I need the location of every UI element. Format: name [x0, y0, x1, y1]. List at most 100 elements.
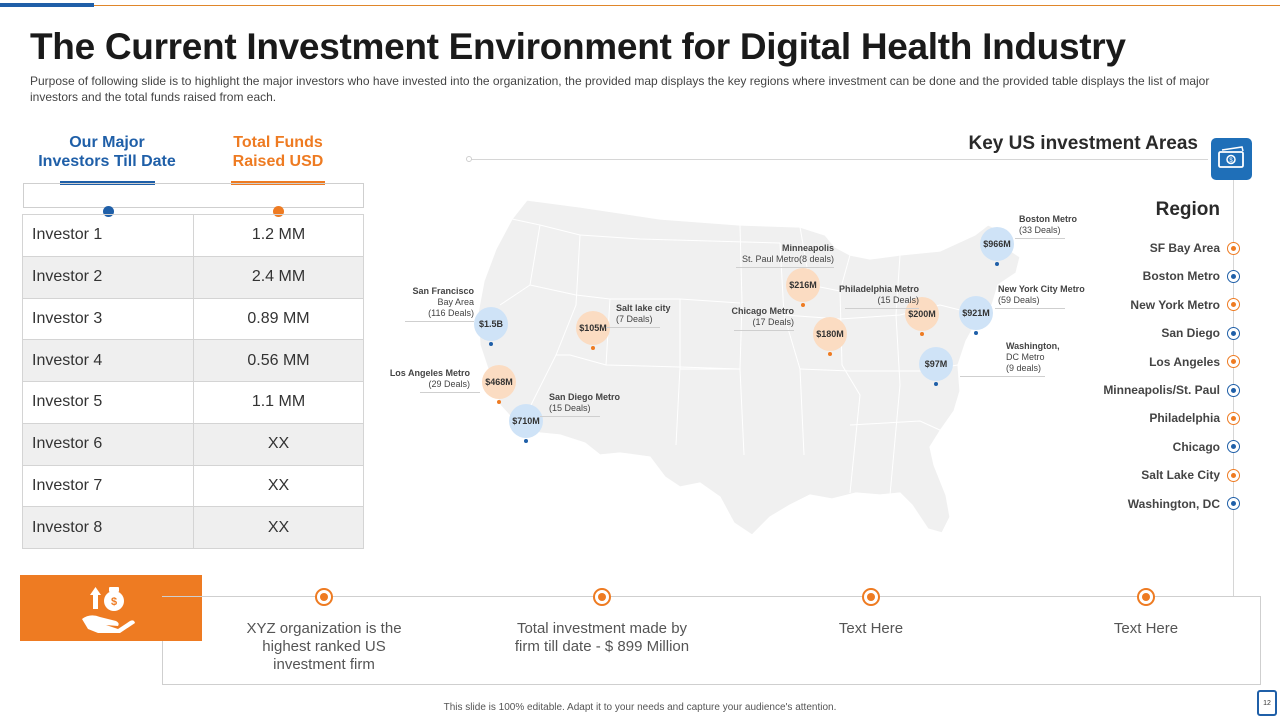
table-row: Investor 6 XX	[22, 422, 364, 466]
region-item-label: New York Metro	[1130, 297, 1220, 312]
marker-label: Los Angeles Metro (29 Deals)	[340, 368, 470, 390]
investor-name: Investor 8	[22, 506, 194, 549]
marker-label-line: (15 Deals)	[549, 403, 591, 413]
map-marker: $1.5B	[474, 307, 508, 341]
marker-label-line: Chicago Metro	[731, 306, 794, 316]
marker-dot	[934, 382, 938, 386]
marker-label-line: Los Angeles Metro	[389, 368, 470, 378]
investor-funds: XX	[193, 464, 364, 508]
marker-label: San Diego Metro (15 Deals)	[549, 392, 679, 414]
table-row: Investor 8 XX	[22, 506, 364, 549]
investor-funds: 2.4 MM	[193, 255, 364, 299]
marker-label-line: Washington,	[1006, 341, 1060, 351]
marker-label: Philadelphia Metro (15 Deals)	[789, 284, 919, 306]
bottom-info-box	[162, 596, 1261, 685]
marker-amount: $97M	[924, 359, 948, 369]
marker-amount: $105M	[579, 323, 607, 333]
marker-amount: $200M	[908, 309, 936, 319]
marker-label: Salt lake city (7 Deals)	[616, 303, 746, 325]
region-item-label: Salt Lake City	[1141, 468, 1220, 483]
marker-amount: $921M	[962, 308, 990, 318]
top-rule	[0, 5, 1280, 6]
bottom-text-2: Total investment made by firm till date …	[514, 620, 690, 655]
region-item-label: Chicago	[1172, 439, 1220, 454]
table-row: Investor 3 0.89 MM	[22, 297, 364, 341]
marker-leader-line	[540, 416, 600, 417]
region-item-label: Boston Metro	[1142, 269, 1220, 284]
bottom-text-1: XYZ organization is the highest ranked U…	[246, 620, 402, 673]
marker-leader-line	[736, 267, 834, 268]
marker-leader-line	[734, 330, 794, 331]
marker-label-line: (17 Deals)	[752, 317, 794, 327]
marker-amount: $710M	[512, 416, 540, 426]
marker-leader-line	[606, 327, 660, 328]
region-dot-icon	[1227, 326, 1240, 340]
region-title: Region	[1155, 199, 1220, 220]
region-item-label: San Diego	[1161, 326, 1220, 341]
marker-amount: $468M	[485, 377, 513, 387]
funds-column-header: Total Funds Raised USD	[232, 134, 324, 170]
page-number: 12	[1257, 690, 1277, 716]
bottom-text-3: Text Here	[838, 620, 904, 637]
marker-label: Minneapolis St. Paul Metro(8 deals)	[704, 243, 834, 265]
money-icon: $	[1211, 138, 1252, 180]
marker-label-line: San Francisco	[412, 286, 474, 296]
marker-label: Chicago Metro (17 Deals)	[664, 306, 794, 328]
region-item-label: Philadelphia	[1149, 411, 1220, 426]
marker-dot	[801, 303, 805, 307]
marker-leader-line	[420, 392, 480, 393]
marker-amount: $966M	[983, 239, 1011, 249]
table-row: Investor 5 1.1 MM	[22, 381, 364, 424]
investor-name: Investor 2	[22, 255, 194, 299]
marker-label-line: (15 Deals)	[877, 295, 919, 305]
investor-name: Investor 6	[22, 422, 194, 466]
marker-amount: $1.5B	[478, 319, 504, 329]
investor-name: Investor 4	[22, 339, 194, 382]
investors-column-header: Our Major Investors Till Date	[38, 134, 176, 170]
region-dot-icon	[1227, 269, 1240, 283]
marker-label-line: Minneapolis	[781, 243, 834, 253]
table-row: Investor 1 1.2 MM	[22, 214, 364, 257]
investor-funds: 1.2 MM	[193, 214, 364, 257]
money-hand-icon: $	[20, 575, 202, 641]
marker-dot	[489, 342, 493, 346]
table-row: Investor 7 XX	[22, 464, 364, 508]
map-marker: $710M	[509, 404, 543, 438]
page-subtitle: Purpose of following slide is to highlig…	[30, 74, 1210, 104]
marker-dot	[974, 331, 978, 335]
funds-header-dot	[273, 206, 284, 217]
map-marker: $468M	[482, 365, 516, 399]
timeline-dot	[593, 588, 611, 606]
marker-leader-line	[405, 321, 474, 322]
svg-text:$: $	[111, 596, 117, 608]
page-title: The Current Investment Environment for D…	[30, 26, 1126, 67]
footer-note: This slide is 100% editable. Adapt it to…	[443, 702, 837, 713]
investor-name: Investor 5	[22, 381, 194, 424]
investor-funds: XX	[193, 422, 364, 466]
marker-label: Boston Metro (33 Deals)	[1019, 214, 1149, 236]
marker-label-line: (59 Deals)	[998, 295, 1040, 305]
marker-label-line: Philadelphia Metro	[838, 284, 919, 294]
marker-leader-line	[960, 376, 1045, 377]
marker-label-line: (29 Deals)	[428, 379, 470, 389]
svg-text:$: $	[1229, 158, 1233, 164]
timeline-dot	[1137, 588, 1155, 606]
map-title-rule-dot	[466, 156, 472, 162]
marker-dot	[524, 439, 528, 443]
region-dot-icon	[1227, 241, 1240, 255]
investor-name: Investor 1	[22, 214, 194, 257]
map-marker: $105M	[576, 311, 610, 345]
region-item-label: SF Bay Area	[1149, 241, 1220, 255]
map-marker: $200M	[905, 297, 939, 331]
marker-label: San Francisco Bay Area (116 Deals)	[344, 286, 474, 319]
table-row: Investor 2 2.4 MM	[22, 255, 364, 299]
region-dot-icon	[1227, 440, 1240, 454]
top-accent-bar	[0, 3, 94, 7]
marker-dot	[995, 262, 999, 266]
marker-amount: $216M	[789, 280, 817, 290]
marker-leader-line	[1015, 238, 1065, 239]
investor-funds: 0.56 MM	[193, 339, 364, 382]
marker-label: Washington, DC Metro (9 deals)	[1006, 341, 1136, 374]
marker-label-line: New York City Metro	[998, 284, 1085, 294]
region-item-label: Washington, DC	[1127, 496, 1220, 511]
